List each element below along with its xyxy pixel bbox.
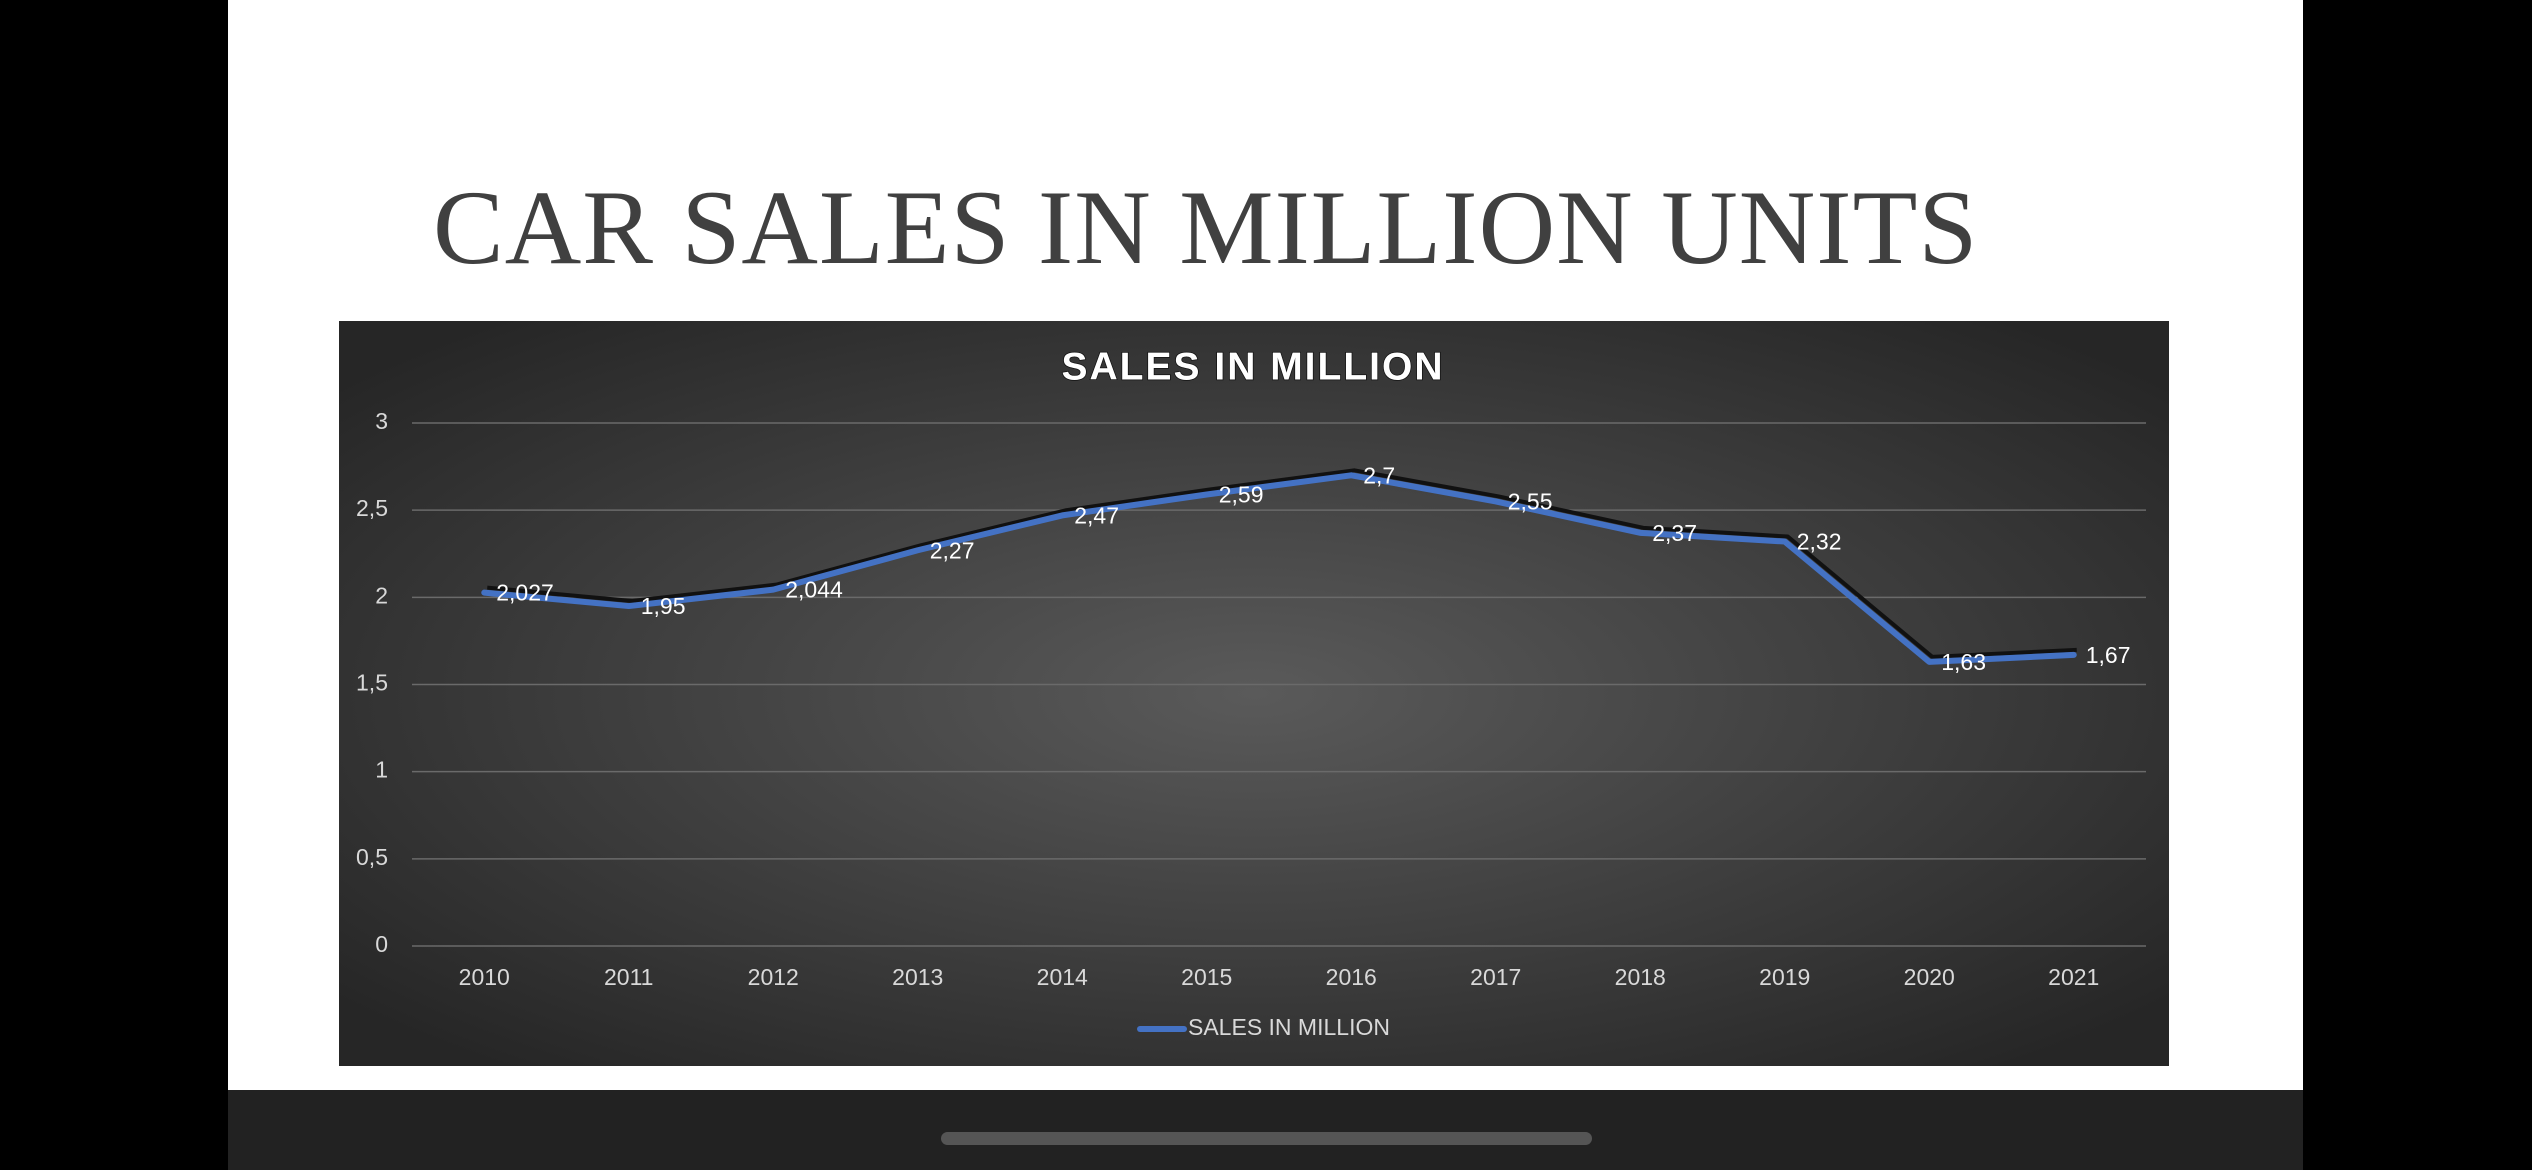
y-tick-label: 1,5 [356,670,388,696]
y-tick-label: 2 [375,582,388,608]
legend-label: SALES IN MILLION [1188,1014,1390,1040]
x-tick-label: 2020 [1904,964,1955,990]
y-tick-label: 3 [375,408,388,434]
data-label: 1,63 [1941,649,1986,675]
data-label: 2,55 [1508,489,1553,515]
data-label: 2,47 [1074,502,1119,528]
y-tick-label: 2,5 [356,495,388,521]
data-label: 2,7 [1363,462,1395,488]
x-tick-label: 2012 [748,964,799,990]
bottom-bar [228,1090,2303,1170]
chart-area [339,321,2169,1066]
x-tick-label: 2019 [1759,964,1810,990]
data-label: 2,32 [1797,529,1842,555]
x-tick-label: 2018 [1615,964,1666,990]
x-tick-label: 2014 [1037,964,1088,990]
home-indicator[interactable] [941,1132,1592,1145]
y-tick-label: 0 [375,931,388,957]
data-label: 1,67 [2086,642,2131,668]
slide-title: CAR SALES IN MILLION UNITS [433,169,1978,286]
x-tick-label: 2010 [459,964,510,990]
line [481,472,2077,665]
data-label: 1,95 [641,593,686,619]
y-tick-label: 1 [375,757,388,783]
x-tick-label: 2013 [892,964,943,990]
data-label: 2,27 [930,537,975,563]
line-shadow [487,468,2077,659]
chart-title: SALES IN MILLION [1062,345,1445,388]
x-tick-label: 2017 [1470,964,1521,990]
x-tick-label: 2016 [1326,964,1377,990]
data-label: 2,37 [1652,520,1697,546]
data-label: 2,027 [496,580,554,606]
x-tick-label: 2011 [604,964,653,990]
data-label: 2,59 [1219,482,1264,508]
x-tick-label: 2015 [1181,964,1232,990]
data-label: 2,044 [785,577,843,603]
y-tick-label: 0,5 [356,844,388,870]
x-tick-label: 2021 [2048,964,2099,990]
